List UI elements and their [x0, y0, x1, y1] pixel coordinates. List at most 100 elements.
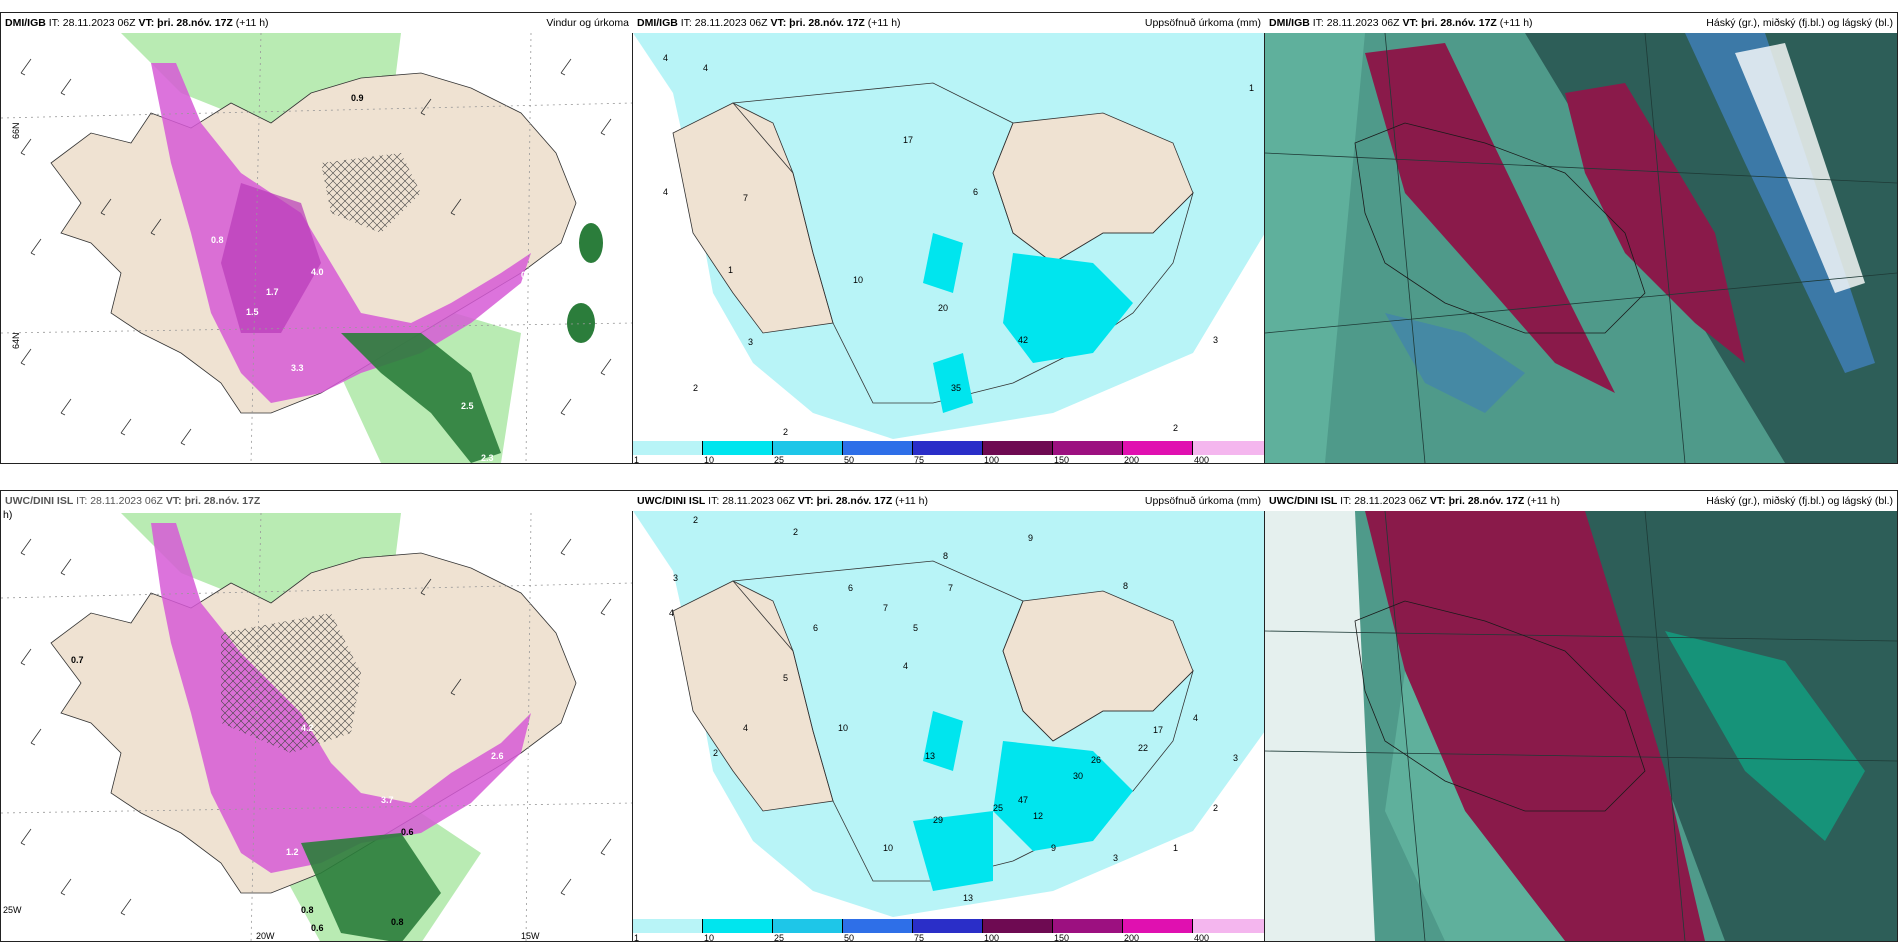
vt-value: þri. 28.nóv. 17Z	[157, 17, 233, 29]
panel-title: Háský (gr.), miðský (fj.bl.) og lágský (…	[1706, 17, 1893, 29]
precip-label: 7	[743, 193, 748, 203]
lon-label: 15W	[521, 931, 540, 941]
precip-label: 25	[993, 803, 1003, 813]
precip-label: 7	[883, 603, 888, 613]
colorbar-tick: 1	[634, 933, 640, 942]
model-source: UWC/DINI ISL	[5, 495, 74, 507]
colorbar-tick: 400	[1194, 455, 1210, 464]
wind-label: 0.8	[301, 905, 314, 915]
model-source: DMI/IGB	[637, 17, 678, 29]
wind-label: 1.2	[286, 847, 299, 857]
colorbar-segment	[913, 919, 983, 933]
vt-value: þri. 28.nóv. 17Z	[816, 495, 893, 507]
colorbar-segment	[1193, 919, 1265, 933]
precip-label: 3	[1213, 335, 1218, 345]
precip-label: 2	[793, 527, 798, 537]
model-source: DMI/IGB	[1269, 17, 1310, 29]
precip-label: 2	[713, 748, 718, 758]
it-value: 28.11.2023 06Z	[722, 495, 795, 507]
colorbar-segment	[773, 441, 843, 455]
wind-label: 0.6	[401, 827, 414, 837]
precip-label: 47	[1018, 795, 1028, 805]
axis-labels: 20W 15W 66N 64N	[11, 122, 21, 349]
precip-label: 22	[1138, 743, 1148, 753]
vt-value: þri. 28.nóv. 17Z	[1421, 17, 1497, 29]
vt-label: VT:	[1402, 17, 1419, 29]
it-value: 28.11.2023 06Z	[1326, 17, 1400, 29]
precip-label: 1	[1173, 843, 1178, 853]
precip-label: 20	[938, 303, 948, 313]
it-label: IT:	[1340, 495, 1352, 507]
precip-label: 3	[1113, 853, 1118, 863]
colorbar-segment	[843, 919, 913, 933]
precip-label: 2	[693, 515, 698, 525]
it-value: 28.11.2023 06Z	[1354, 495, 1427, 507]
panel-clouds-dmi: DMI/IGB IT: 28.11.2023 06Z VT: þri. 28.n…	[1264, 12, 1898, 464]
wind-label: 0.6	[311, 923, 324, 933]
lat-label: 66N	[11, 122, 21, 139]
colorbar-tick: 1	[634, 455, 640, 464]
model-source: UWC/DINI ISL	[1269, 495, 1338, 507]
precip-label: 1	[728, 265, 733, 275]
lat-label: 64N	[11, 332, 21, 349]
precip-label: 17	[903, 135, 913, 145]
wrapped-lead: h)	[3, 509, 13, 521]
model-source: UWC/DINI ISL	[637, 495, 706, 507]
panel-title: Háský (gr.), miðský (fj.bl.) og lágský (…	[1706, 495, 1893, 507]
precip-label: 2	[1173, 423, 1178, 433]
precip-label: 7	[948, 583, 953, 593]
clouds-map	[1265, 33, 1897, 463]
precip-label: 4	[669, 608, 674, 618]
colorbar-tick: 400	[1194, 933, 1210, 942]
precip-label: 29	[933, 815, 943, 825]
colorbar-segment	[1123, 441, 1193, 455]
precip-labels: 2 2 3 4 4 2 6 8 5 9 7 13 4 17 30 25 29 1…	[669, 515, 1238, 903]
wind-value-labels: 0.7 0.6 0.8 4.2 3.7 2.6 1.2 0.6 0.8 2.0	[71, 655, 539, 933]
colorbar-segment	[633, 441, 703, 455]
precip-label: 3	[1233, 753, 1238, 763]
wind-label: 0.9	[521, 270, 534, 280]
precip-label: 5	[913, 623, 918, 633]
panel-header: DMI/IGB IT: 28.11.2023 06Z VT: þri. 28.n…	[1, 13, 633, 33]
colorbar-tick: 100	[984, 455, 1000, 464]
colorbar-tick: 25	[774, 933, 785, 942]
precip-label: 10	[853, 275, 863, 285]
precip-label: 10	[883, 843, 893, 853]
precip-colorbar: 1 10 25 50 75 100 150 200 400	[633, 439, 1265, 463]
precip-label: 9	[1051, 843, 1056, 853]
colorbar-tick: 75	[914, 933, 925, 942]
precip-label: 35	[951, 383, 961, 393]
colorbar-tick: 200	[1124, 455, 1140, 464]
colorbar-tick: 50	[844, 455, 855, 464]
precip-label: 26	[1091, 755, 1101, 765]
precip-label: 4	[663, 187, 668, 197]
vt-label: VT:	[165, 495, 182, 507]
wind-label: 1.5	[246, 307, 259, 317]
it-label: IT:	[48, 17, 60, 29]
wind-label: 1.7	[266, 287, 279, 297]
colorbar-segment	[1123, 919, 1193, 933]
panel-header: UWC/DINI ISL IT: 28.11.2023 06Z VT: þri.…	[1265, 491, 1897, 511]
vt-value: þri. 28.nóv. 17Z	[789, 17, 865, 29]
precip-label: 5	[783, 673, 788, 683]
wind-label: 0.9	[351, 93, 364, 103]
lead-time: (+11 h)	[895, 495, 928, 507]
precip-label: 2	[1213, 803, 1218, 813]
colorbar-segment	[843, 441, 913, 455]
precip-label: 42	[1018, 335, 1028, 345]
it-value: 28.11.2023 06Z	[90, 495, 163, 507]
lead-time: (+11 h)	[1499, 17, 1533, 29]
wind-label: 3.7	[381, 795, 394, 805]
panel-header: UWC/DINI ISL IT: 28.11.2023 06Z VT: þri.…	[1, 491, 633, 511]
wind-label: 2.5	[461, 401, 474, 411]
lead-time: (+11 h)	[1527, 495, 1560, 507]
vt-label: VT:	[797, 495, 814, 507]
colorbar-tick: 200	[1124, 933, 1140, 942]
precip-label: 8	[943, 551, 948, 561]
colorbar-segment	[703, 919, 773, 933]
vt-value: þri. 28.nóv. 17Z	[1448, 495, 1525, 507]
wind-label: 0.7	[71, 655, 84, 665]
colorbar-segment	[633, 919, 703, 933]
precip-label: 13	[925, 751, 935, 761]
precip-labels: 4 4 4 7 6 1 10 20 42 35 3 2 2 2 3 1 17	[663, 53, 1254, 437]
